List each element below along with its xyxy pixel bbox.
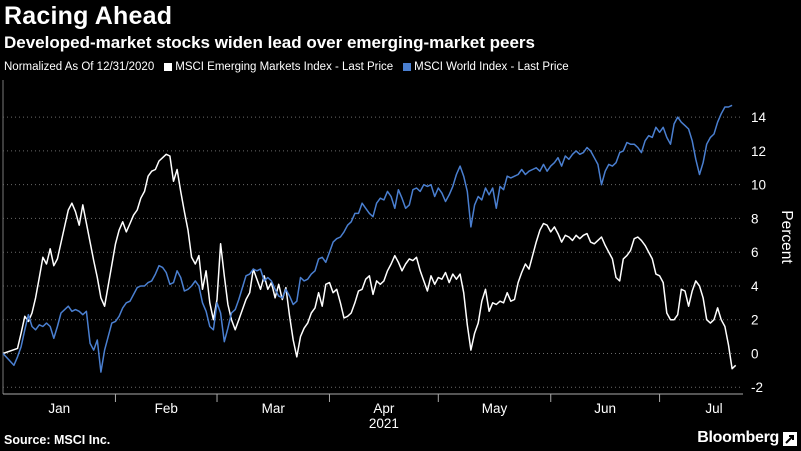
x-year-label: 2021 (369, 416, 399, 431)
x-tick-label: May (482, 401, 508, 416)
series-line-msci-em (2, 153, 737, 370)
y-tick-label: 0 (751, 346, 759, 361)
y-tick-label: 14 (751, 110, 767, 125)
legend-swatch-em (164, 63, 173, 71)
x-tick-label: Feb (155, 401, 178, 416)
x-tick-label: Jul (705, 401, 722, 416)
y-tick-label: 12 (751, 144, 766, 159)
y-tick-label: -2 (751, 380, 763, 395)
legend-swatch-world (403, 63, 412, 71)
y-tick-label: 8 (751, 211, 759, 226)
series-line-msci-world (2, 104, 733, 373)
chart-subtitle: Developed-market stocks widen lead over … (4, 33, 535, 52)
x-tick-label: Jan (48, 401, 70, 416)
y-tick-label: 4 (751, 279, 759, 294)
x-tick-label: Jun (594, 401, 616, 416)
legend-label-world: MSCI World Index - Last Price (414, 61, 569, 73)
y-tick-label: 6 (751, 245, 759, 260)
legend-label-em: MSCI Emerging Markets Index - Last Price (175, 61, 394, 73)
chart-title: Racing Ahead (4, 2, 173, 30)
source-note: Source: MSCI Inc. (4, 433, 111, 447)
legend-note: Normalized As Of 12/31/2020 (4, 61, 155, 73)
y-tick-label: 2 (751, 313, 759, 328)
y-tick-label: 10 (751, 178, 766, 193)
x-tick-label: Apr (373, 401, 395, 416)
bloomberg-mark-icon (783, 432, 797, 446)
legend: Normalized As Of 12/31/2020 MSCI Emergin… (4, 61, 569, 73)
x-tick-label: Mar (262, 401, 286, 416)
y-axis-title: Percent (778, 210, 795, 264)
bloomberg-logo: Bloomberg (697, 429, 779, 446)
